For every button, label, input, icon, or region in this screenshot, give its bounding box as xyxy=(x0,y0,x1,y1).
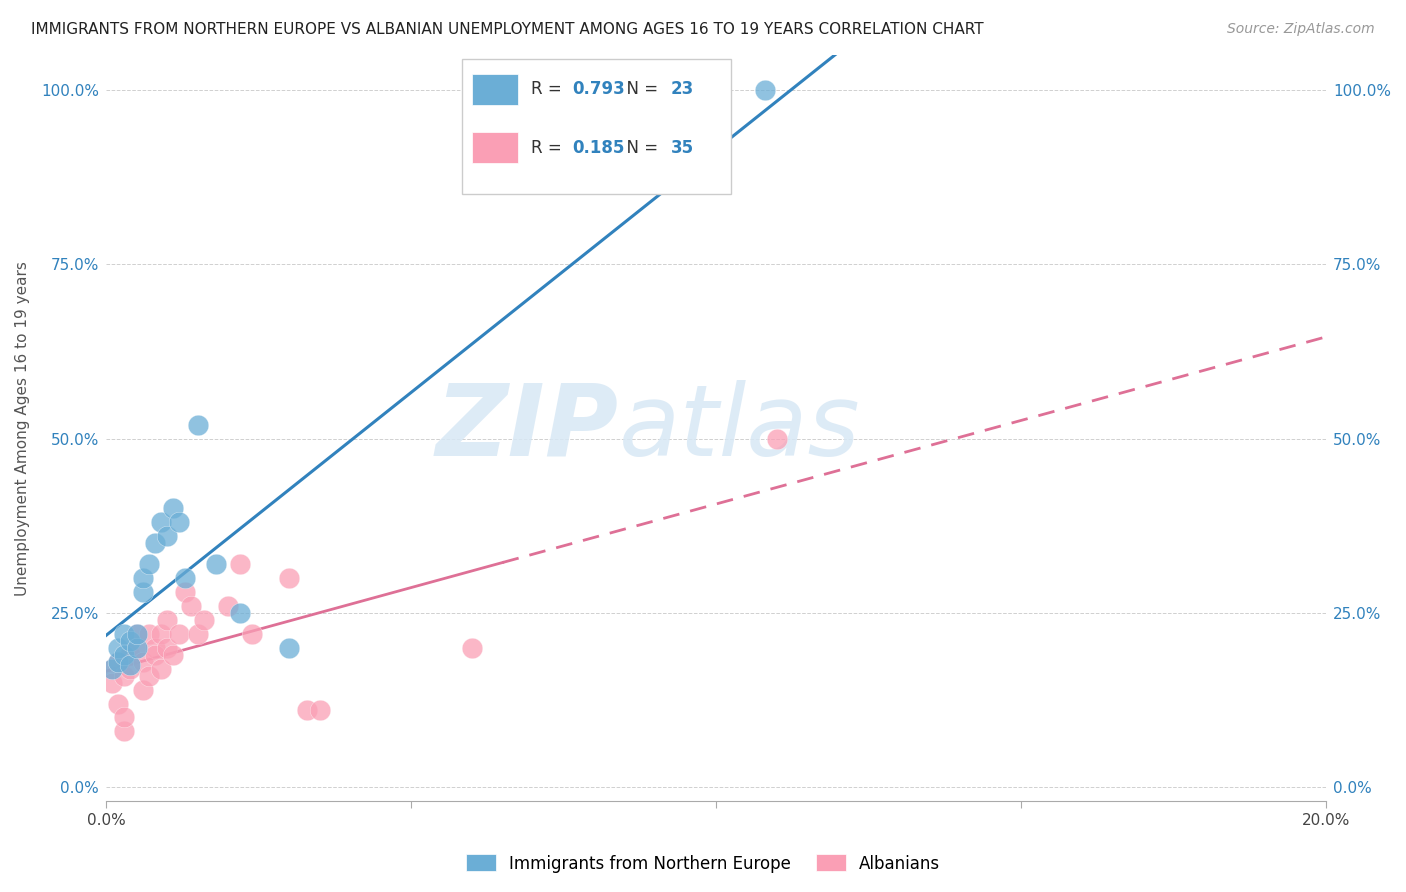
Point xyxy=(162,648,184,662)
Legend: Immigrants from Northern Europe, Albanians: Immigrants from Northern Europe, Albania… xyxy=(458,847,948,880)
Point xyxy=(125,640,148,655)
Point xyxy=(101,662,124,676)
Text: 0.185: 0.185 xyxy=(572,138,624,157)
Point xyxy=(112,724,135,739)
Point xyxy=(149,515,172,529)
Point xyxy=(138,627,160,641)
Point xyxy=(149,662,172,676)
Point xyxy=(754,83,776,97)
Point xyxy=(143,648,166,662)
Text: 0.793: 0.793 xyxy=(572,80,624,98)
Point xyxy=(112,648,135,662)
FancyBboxPatch shape xyxy=(472,74,519,105)
Point xyxy=(461,640,484,655)
Point xyxy=(766,432,789,446)
Point xyxy=(217,599,239,613)
Point xyxy=(180,599,202,613)
Point xyxy=(112,668,135,682)
Point xyxy=(193,613,215,627)
Point xyxy=(205,557,228,571)
Point xyxy=(297,704,319,718)
Point xyxy=(242,627,264,641)
Point xyxy=(143,640,166,655)
Point xyxy=(167,515,190,529)
Text: Source: ZipAtlas.com: Source: ZipAtlas.com xyxy=(1227,22,1375,37)
Point xyxy=(107,655,129,669)
Point xyxy=(187,417,209,432)
Point xyxy=(120,658,142,673)
Point xyxy=(107,640,129,655)
Point xyxy=(107,697,129,711)
Y-axis label: Unemployment Among Ages 16 to 19 years: Unemployment Among Ages 16 to 19 years xyxy=(15,260,30,596)
Point xyxy=(120,633,142,648)
Point xyxy=(187,627,209,641)
Point xyxy=(156,640,179,655)
Point xyxy=(229,606,252,620)
Point xyxy=(101,675,124,690)
Point xyxy=(143,536,166,550)
Point xyxy=(120,662,142,676)
Text: N =: N = xyxy=(616,80,664,98)
Point xyxy=(131,585,153,599)
Point xyxy=(174,571,197,585)
Point xyxy=(131,571,153,585)
Point xyxy=(101,662,124,676)
Point xyxy=(229,557,252,571)
Point xyxy=(131,655,153,669)
Point xyxy=(278,640,301,655)
Point xyxy=(112,710,135,724)
Text: R =: R = xyxy=(530,80,567,98)
Text: IMMIGRANTS FROM NORTHERN EUROPE VS ALBANIAN UNEMPLOYMENT AMONG AGES 16 TO 19 YEA: IMMIGRANTS FROM NORTHERN EUROPE VS ALBAN… xyxy=(31,22,984,37)
Text: 35: 35 xyxy=(671,138,695,157)
Text: 23: 23 xyxy=(671,80,695,98)
Point xyxy=(308,704,330,718)
Point xyxy=(138,557,160,571)
Point xyxy=(167,627,190,641)
Text: R =: R = xyxy=(530,138,567,157)
FancyBboxPatch shape xyxy=(463,59,731,194)
Text: atlas: atlas xyxy=(619,380,860,476)
Point xyxy=(125,640,148,655)
Point xyxy=(112,627,135,641)
Point xyxy=(149,627,172,641)
Point xyxy=(131,682,153,697)
Point xyxy=(125,627,148,641)
Point xyxy=(156,613,179,627)
Text: N =: N = xyxy=(616,138,664,157)
Text: ZIP: ZIP xyxy=(436,380,619,476)
Point xyxy=(125,627,148,641)
Point xyxy=(120,648,142,662)
Point xyxy=(174,585,197,599)
Point xyxy=(278,571,301,585)
Point xyxy=(138,668,160,682)
Point xyxy=(162,501,184,516)
FancyBboxPatch shape xyxy=(472,132,519,163)
Point xyxy=(156,529,179,543)
Point xyxy=(107,655,129,669)
